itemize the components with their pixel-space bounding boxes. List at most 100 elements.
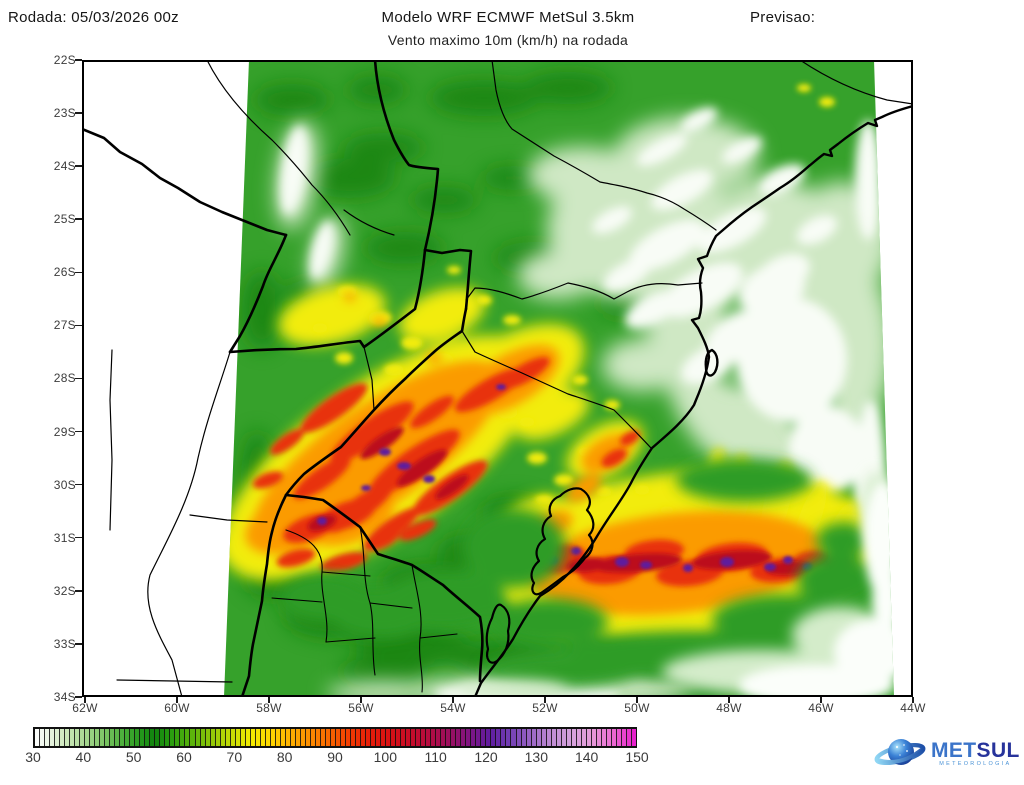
colorbar-cell <box>150 729 156 746</box>
colorbar-cell <box>235 729 241 746</box>
colorbar-cell <box>531 729 537 746</box>
colorbar-cell <box>115 729 121 746</box>
colorbar-cell <box>386 729 392 746</box>
colorbar-cell <box>315 729 321 746</box>
colorbar-cell <box>376 729 382 746</box>
lon-tick-label: 46W <box>808 701 834 715</box>
colorbar-cell <box>606 729 612 746</box>
colorbar-cell <box>245 729 251 746</box>
colorbar-tick-label: 50 <box>125 749 142 765</box>
colorbar-cell <box>586 729 592 746</box>
colorbar-cell <box>265 729 271 746</box>
colorbar-cell <box>155 729 161 746</box>
map-borders <box>82 60 913 697</box>
colorbar-cell <box>451 729 457 746</box>
forecast-label: Previsao: <box>750 9 816 26</box>
colorbar-cell <box>456 729 462 746</box>
department-borders <box>271 526 458 693</box>
purple-extreme-spots <box>317 384 813 572</box>
colorbar-tick-label: 150 <box>625 749 649 765</box>
lat-tick-label: 24S <box>53 159 76 174</box>
logo-met: MET <box>931 739 977 763</box>
colorbar-cell <box>225 729 231 746</box>
colorbar-cell <box>120 729 126 746</box>
colorbar-cell <box>230 729 236 746</box>
colorbar-cell <box>100 729 106 746</box>
lon-tick-label: 54W <box>440 701 466 715</box>
colorbar-cell <box>145 729 151 746</box>
colorbar-cell <box>411 729 417 746</box>
colorbar-cell <box>260 729 266 746</box>
colorbar-cell <box>240 729 246 746</box>
map-frame <box>82 60 913 697</box>
colorbar-cell <box>616 729 622 746</box>
lat-tick-mark <box>75 536 82 539</box>
colorbar-cell <box>255 729 261 746</box>
lat-tick-mark <box>75 324 82 327</box>
colorbar-cell <box>491 729 497 746</box>
colorbar-cell <box>175 729 181 746</box>
colorbar-cell <box>496 729 502 746</box>
lon-tick-mark <box>820 697 822 703</box>
lon-tick-label: 50W <box>624 701 650 715</box>
lon-tick-label: 58W <box>256 701 282 715</box>
lon-tick-mark <box>728 697 730 703</box>
lat-tick-mark <box>75 483 82 486</box>
lon-tick-mark <box>268 697 270 703</box>
lon-tick-label: 52W <box>532 701 558 715</box>
lat-tick-label: 30S <box>53 477 76 492</box>
colorbar-cell <box>466 729 472 746</box>
colorbar-cell <box>55 729 61 746</box>
lon-tick-label: 56W <box>348 701 374 715</box>
lon-tick-mark <box>360 697 362 703</box>
colorbar-cell <box>130 729 136 746</box>
colorbar-cell <box>566 729 572 746</box>
colorbar-cell <box>536 729 542 746</box>
lat-tick-mark <box>75 696 82 698</box>
lat-tick-label: 23S <box>53 106 76 121</box>
colorbar-cell <box>391 729 397 746</box>
metsul-logo: METSUL METEOROLOGIA <box>872 729 1022 779</box>
colorbar-cell <box>361 729 367 746</box>
wind-field-map <box>82 60 913 697</box>
colorbar-cell <box>85 729 91 746</box>
colorbar-cell <box>591 729 597 746</box>
colorbar-cell <box>325 729 331 746</box>
lat-tick-label: 33S <box>53 636 76 651</box>
lat-tick-label: 34S <box>53 689 76 704</box>
lon-tick-label: 48W <box>716 701 742 715</box>
colorbar-cell <box>190 729 196 746</box>
island-outline <box>704 348 719 377</box>
colorbar-cell <box>160 729 166 746</box>
dark-red-cores <box>307 427 810 576</box>
colorbar-cell <box>75 729 81 746</box>
lat-tick-label: 22S <box>53 53 76 67</box>
lat-tick-label: 26S <box>53 265 76 280</box>
colorbar-cell <box>551 729 557 746</box>
colorbar-cell <box>110 729 116 746</box>
colorbar-cell <box>356 729 362 746</box>
colorbar-cell <box>335 729 341 746</box>
colorbar-cell <box>441 729 447 746</box>
colorbar-cell <box>90 729 96 746</box>
colorbar-cell <box>290 729 296 746</box>
colorbar-cell <box>65 729 71 746</box>
lon-tick-label: 62W <box>72 701 98 715</box>
colorbar-cell <box>215 729 221 746</box>
map-canvas <box>82 60 913 697</box>
colorbar-cell <box>581 729 587 746</box>
lat-tick-label: 27S <box>53 318 76 333</box>
colorbar-cell <box>486 729 492 746</box>
colorbar-cell <box>95 729 101 746</box>
colorbar-cell <box>476 729 482 746</box>
logo-sul: SUL <box>976 739 1020 763</box>
colorbar-tick-label: 40 <box>75 749 92 765</box>
colorbar-cell <box>305 729 311 746</box>
colorbar-cell <box>135 729 141 746</box>
colorbar-cell <box>371 729 377 746</box>
country-borders <box>82 60 484 697</box>
colorbar-tick-label: 90 <box>327 749 343 765</box>
colorbar-cell <box>140 729 146 746</box>
colorbar-tick-label: 100 <box>373 749 398 765</box>
lon-tick-mark <box>636 697 638 703</box>
